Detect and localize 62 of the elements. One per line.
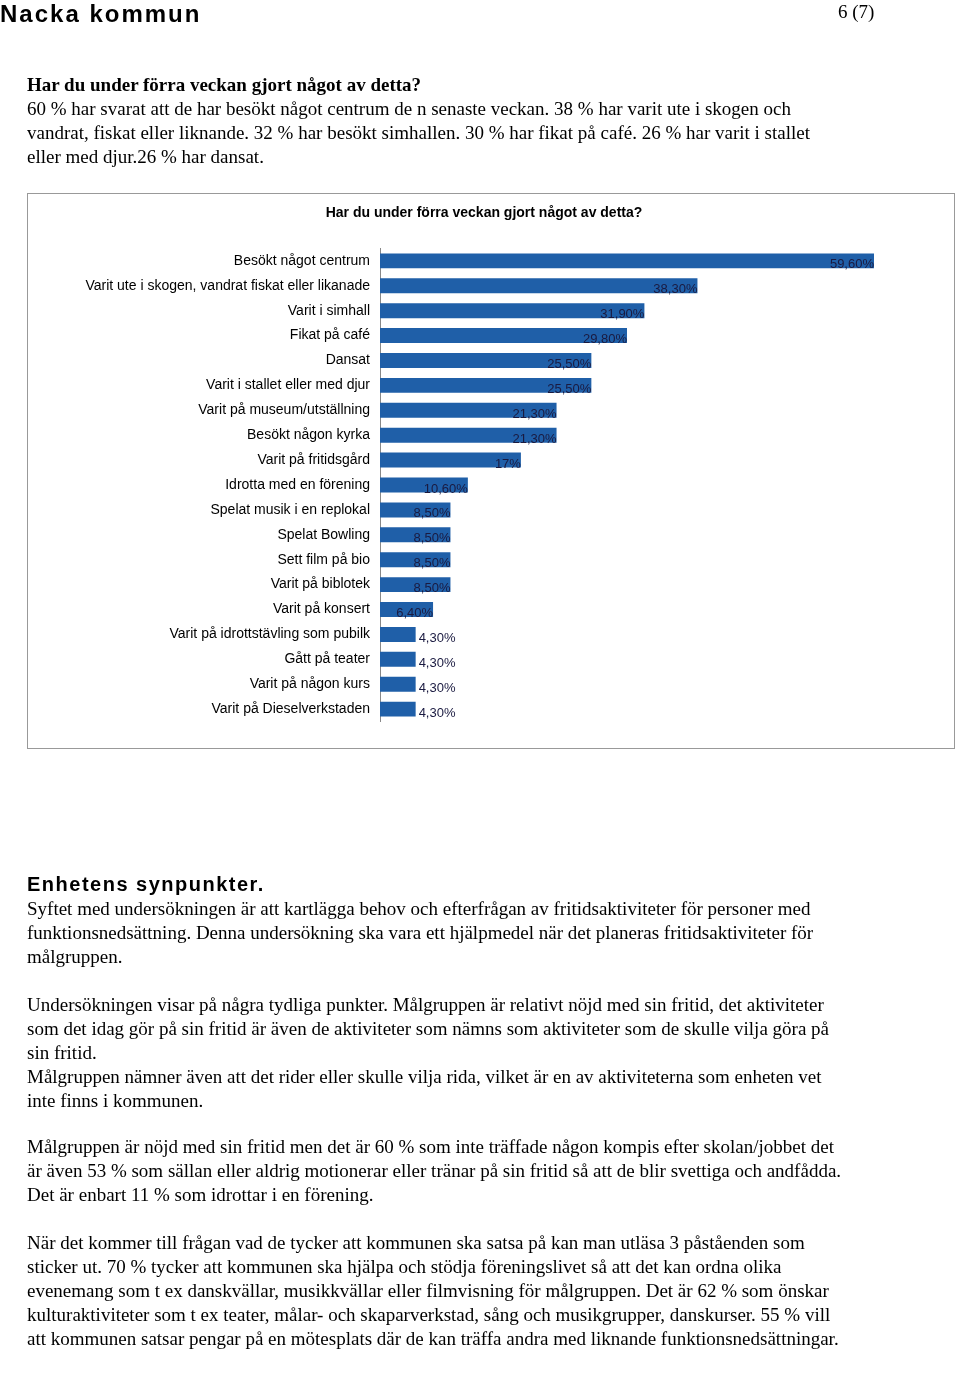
text: 60 % har svarat att de har besökt något centrum de n senaste veckan. 38 % har varit ute i skogen och vandrat, fiskat eller liknande. 32 % har besökt simhallen. 30 % har fikat på café. 26 % har varit i stallet eller med djur.26 % har dansat.	[27, 97, 811, 169]
data-label: 4,30%	[418, 704, 456, 720]
bar	[380, 303, 645, 319]
y-tick-label: Varit på Dieselverkstaden	[211, 700, 370, 717]
bar	[380, 377, 592, 393]
data-label: 59,60%	[829, 256, 875, 272]
y-tick-label: Idrotta med en förening	[225, 475, 370, 492]
data-label: 8,50%	[413, 580, 451, 596]
data-label: 8,50%	[413, 530, 451, 546]
y-tick-label: Besökt någon kyrka	[247, 426, 371, 443]
y-tick-label: Varit ute i skogen, vandrat fiskat eller likanade	[85, 276, 371, 293]
data-label: 31,90%	[600, 306, 645, 322]
data-label: 17%	[494, 455, 522, 471]
text: Målgruppen är nöjd med sin fritid men det är 60 % som inte träffade någon kompis efter skolan/jobbet det är även 53 % som sällan eller aldrig motionerar eller tränar på sin fritid så att de blir svettiga och andfådda. Det är enbart 11 % som idrottar i en förening.	[27, 1135, 842, 1207]
y-tick-label: Varit på någon kurs	[249, 675, 370, 692]
data-label: 4,30%	[418, 630, 456, 646]
bar	[380, 651, 416, 667]
y-tick-label: Fikat på café	[289, 326, 371, 343]
data-label: 38,30%	[653, 281, 698, 297]
bar	[380, 676, 416, 692]
text: Enhetens synpunkter.	[27, 873, 266, 896]
text: Har du under förra veckan gjort något av detta?	[27, 73, 423, 97]
y-tick-label: Varit i stallet eller med djur	[206, 376, 371, 393]
bar	[380, 402, 557, 418]
data-label: 8,50%	[413, 555, 451, 571]
bar	[380, 427, 557, 443]
data-label: 25,50%	[547, 380, 592, 396]
data-label: 21,30%	[512, 430, 557, 446]
bar	[380, 452, 521, 468]
y-tick-label: Gått på teater	[284, 650, 371, 667]
y-tick-label: Varit på konsert	[272, 600, 371, 617]
data-label: 10,60%	[423, 480, 469, 496]
text: 6 (7)	[838, 0, 876, 24]
data-label: 4,30%	[418, 679, 456, 695]
data-label: 25,50%	[547, 356, 592, 372]
y-tick-label: Spelat Bowling	[277, 525, 370, 542]
data-label: 29,80%	[582, 331, 628, 347]
y-tick-label: Varit i simhall	[287, 301, 370, 318]
data-label: 6,40%	[396, 605, 434, 621]
y-tick-label: Sett film på bio	[277, 550, 371, 567]
y-tick-label: Dansat	[325, 351, 371, 368]
bar	[380, 701, 416, 717]
text: Nacka kommun	[0, 0, 203, 28]
y-tick-label: Varit på fritidsgård	[257, 450, 370, 467]
text: När det kommer till frågan vad de tycker att kommunen ska satsa på kan man utläsa 3 påståenden som sticker ut. 70 % tycker att kommunen ska hjälpa och stödja föreningslivet så att det kan ordna olika evenemang som t ex danskvällar, musikkvällar eller filmvisning för målgruppen. Det är 62 % som önskar kulturaktiviteter som t ex teater, målar- och skaparverkstad, sång och musikgrupper, danskurser. 55 % vill att kommunen satsar pengar på en mötesplats där de kan träffa andra med liknande funktionsnedsättningar.	[27, 1231, 840, 1351]
y-tick-label: Varit på idrottstävling som pubilk	[169, 625, 371, 642]
bar	[380, 353, 592, 368]
y-tick-label: Varit på museum/utställning	[198, 401, 370, 418]
data-label: 21,30%	[512, 405, 557, 421]
y-tick-label: Besökt något centrum	[233, 251, 370, 268]
y-tick-label: Varit på biblotek	[270, 575, 371, 592]
bar	[380, 626, 416, 642]
chart-title: Har du under förra veckan gjort något av detta?	[324, 204, 644, 220]
text: Målgruppen nämner även att det rider eller skulle vilja rida, vilket är en av aktiviteterna som enheten vet inte finns i kommunen.	[27, 1065, 823, 1113]
data-label: 8,50%	[413, 505, 451, 521]
text: Syftet med undersökningen är att kartlägga behov och efterfrågan av fritidsaktiviteter för personer med funktionsnedsättning. Denna undersökning ska vara ett hjälpmedel när det planeras fritidsaktiviteter för målgruppen.	[27, 897, 815, 969]
bar	[380, 278, 698, 294]
bar	[380, 253, 874, 269]
y-tick-label: Spelat musik i en replokal	[210, 500, 370, 517]
text: Undersökningen visar på några tydliga punkter. Målgruppen är relativt nöjd med sin fritid, det aktiviteter som det idag gör på sin fritid är även de aktiviteter som nämns som aktiviteter som de skulle vilja göra på sin fritid.	[27, 993, 831, 1065]
data-label: 4,30%	[418, 654, 456, 670]
bar	[380, 328, 627, 344]
